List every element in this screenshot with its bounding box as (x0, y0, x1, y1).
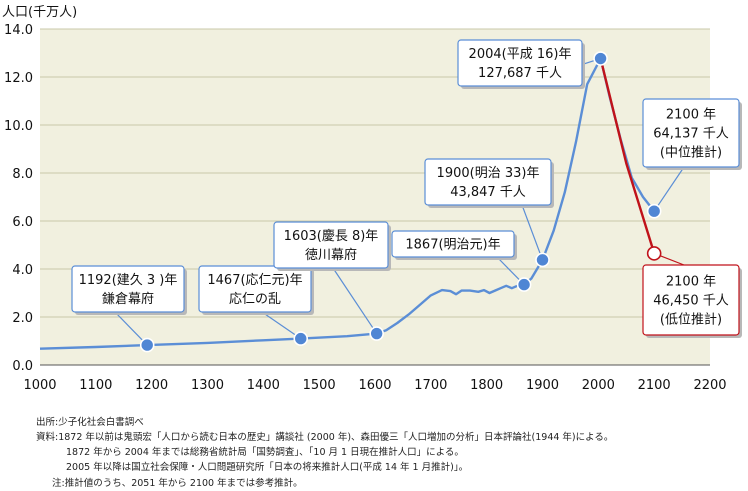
callout-box-5 (457, 39, 583, 87)
callout-box-7 (642, 264, 740, 336)
series-line-0 (39, 57, 656, 350)
callout-3: 1867(明治元)年 (391, 230, 525, 286)
callout-text-5-0: 2004(平成 16)年 (469, 47, 572, 62)
x-tick-label-2: 1200 (135, 378, 168, 393)
series-line-1 (599, 58, 656, 254)
y-tick-label-3: 6.0 (12, 215, 33, 230)
callout-text-7-2: (低位推計) (660, 312, 722, 328)
y-tick-label-6: 12.0 (4, 71, 33, 86)
callout-pointer-0 (114, 311, 148, 346)
callout-text-7-1: 46,450 千人 (653, 294, 729, 309)
callout-pointer-1 (261, 311, 302, 340)
callout-text-4-0: 1900(明治 33)年 (437, 166, 540, 181)
y-tick-label-2: 4.0 (12, 263, 33, 278)
callout-5: 2004(平成 16)年 127,687 千人 (457, 39, 601, 89)
note-remark: 注:推計値のうち、2051 年から 2100 年までは参考推計。 (52, 478, 303, 489)
callout-text-4-1: 43,847 千人 (450, 185, 526, 200)
population-line-chart: 0.0 2.0 4.0 6.0 8.0 10.0 12.0 14.0 1000 1100 1200 1… (2, 5, 742, 393)
callout-7: 2100 年 46,450 千人 (低位推計) (642, 252, 742, 338)
callout-pointer-2 (332, 267, 378, 334)
callout-text-7-0: 2100 年 (666, 275, 716, 290)
y-axis-label: 人口(千万人) (2, 5, 77, 20)
x-tick-label-9: 1900 (526, 378, 559, 393)
x-tick-label-3: 1300 (191, 378, 224, 393)
note-data-sources-3: 2005 年以降は国立社会保障・人口問題研究所「日本の将来推計人口(平成 14 … (66, 462, 469, 473)
callout-text-6-1: 64,137 千人 (653, 127, 729, 142)
data-marker-3 (516, 277, 532, 292)
callout-text-0-1: 鎌倉幕府 (102, 292, 154, 307)
callout-pointer-4 (521, 204, 544, 261)
data-marker-6 (646, 203, 662, 219)
note-data-sources-2: 1872 年から 2004 年までは総務省統計局「国勢調査」、「10 月 1 日… (66, 447, 464, 458)
callout-text-3-0: 1867(明治元)年 (405, 238, 500, 253)
x-tick-label-6: 1600 (358, 378, 391, 393)
x-tick-label-10: 2000 (582, 378, 615, 393)
x-tick-label-1: 1100 (79, 378, 112, 393)
data-marker-0 (139, 337, 155, 353)
y-tick-label-7: 14.0 (4, 23, 33, 38)
x-tick-label-12: 2200 (693, 378, 726, 393)
callout-pointer-6 (653, 166, 685, 212)
callout-text-2-0: 1603(慶長 8)年 (284, 229, 379, 244)
callout-box-4 (424, 158, 552, 206)
x-tick-label-8: 1800 (470, 378, 503, 393)
callout-4: 1900(明治 33)年 43,847 千人 (424, 158, 554, 261)
data-marker-4 (535, 252, 550, 268)
callout-box-0 (71, 265, 185, 313)
callout-box-3 (391, 230, 515, 258)
x-tick-label-4: 1400 (247, 378, 280, 393)
callout-box-6 (642, 98, 740, 168)
note-data-sources: 資料:1872 年以前は鬼頭宏「人口から読む日本の歴史」講談社 (2000 年)… (36, 432, 614, 443)
y-tick-label-5: 10.0 (4, 119, 33, 134)
data-marker-2 (369, 326, 384, 341)
y-tick-label-4: 8.0 (12, 167, 33, 182)
x-tick-label-7: 1700 (414, 378, 447, 393)
callout-6: 2100 年 64,137 千人 (中位推計) (642, 98, 742, 212)
callout-text-5-1: 127,687 千人 (478, 66, 562, 81)
note-source: 出所:少子化社会白書調べ (36, 417, 144, 428)
callout-text-0-0: 1192(建久 3 )年 (79, 273, 178, 288)
callout-text-6-2: (中位推計) (660, 145, 722, 161)
callout-box-2 (273, 221, 389, 269)
data-marker-7 (646, 246, 662, 261)
data-marker-1 (293, 331, 309, 346)
x-tick-label-5: 1500 (303, 378, 336, 393)
x-tick-label-0: 1000 (23, 378, 56, 393)
y-tick-label-0: 0.0 (12, 359, 33, 374)
callout-text-1-0: 1467(応仁元)年 (207, 273, 302, 288)
y-tick-label-1: 2.0 (12, 311, 33, 326)
callout-text-6-0: 2100 年 (666, 108, 716, 123)
callout-text-2-1: 徳川幕府 (305, 248, 357, 263)
callout-text-1-1: 応仁の乱 (229, 292, 281, 307)
data-marker-5 (593, 51, 608, 66)
x-tick-label-11: 2100 (638, 378, 671, 393)
callout-box-1 (198, 265, 312, 313)
